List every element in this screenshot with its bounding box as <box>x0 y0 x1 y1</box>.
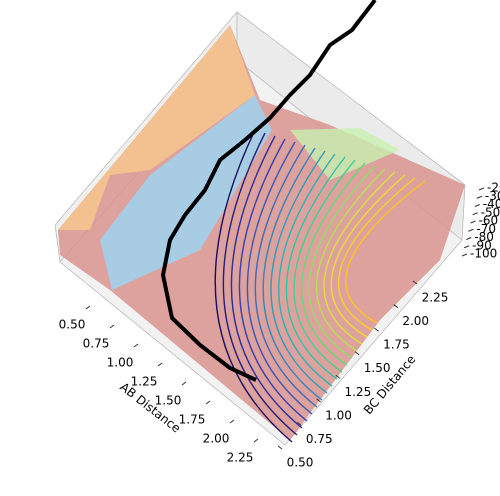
x-tick <box>157 362 163 367</box>
contour-line <box>308 165 376 359</box>
z-tick <box>474 204 480 207</box>
y-tick-label: 1.00 <box>325 408 352 422</box>
contour-line <box>230 135 303 429</box>
surface <box>58 25 465 440</box>
z-tick <box>470 220 476 224</box>
contour-line <box>214 129 293 443</box>
contour-line <box>238 138 308 422</box>
x-tick-label: 2.25 <box>227 451 254 465</box>
z-tick <box>478 187 485 191</box>
x-tick <box>181 381 187 386</box>
contour-line <box>293 159 356 373</box>
z-tick-label: -20 <box>487 181 500 195</box>
z-tick <box>463 245 470 249</box>
contour-line <box>246 141 313 415</box>
x-tick-label: 1.75 <box>179 413 206 427</box>
y-tick <box>412 280 418 285</box>
contour-line <box>262 147 323 401</box>
y-tick <box>393 304 399 308</box>
trajectory <box>160 0 377 382</box>
contour-line <box>222 132 298 436</box>
contour-line <box>300 162 366 366</box>
y-tick <box>374 327 379 332</box>
z-tick <box>461 253 468 257</box>
x-tick-label: 1.25 <box>131 375 158 389</box>
contour-line <box>330 174 406 338</box>
z-tick-label: -50 <box>481 205 500 219</box>
y-tick <box>277 445 283 450</box>
x-tick-label: 1.00 <box>107 356 134 370</box>
contour-line <box>254 144 318 408</box>
z-tick-label: -60 <box>479 214 499 228</box>
x-tick <box>229 419 235 424</box>
contour-line <box>323 171 396 345</box>
y-tick-label: 1.25 <box>344 385 371 399</box>
y-tick-label: 2.00 <box>402 314 429 328</box>
x-tick-label: 1.50 <box>155 394 182 408</box>
y-tick-label: 0.50 <box>287 456 314 470</box>
x-tick <box>85 305 91 310</box>
z-tick <box>476 195 483 199</box>
x-tick-label: 0.75 <box>83 337 110 351</box>
y-tick-label: 0.75 <box>306 432 333 446</box>
z-tick <box>466 237 472 240</box>
x-tick-label: 0.50 <box>59 318 86 332</box>
contour-line <box>315 168 386 352</box>
z-tick-label: -80 <box>474 230 494 244</box>
z-tick-label: -40 <box>483 197 500 211</box>
z-tick <box>468 228 474 232</box>
contour-line <box>345 180 426 324</box>
x-tick-label: 2.00 <box>203 432 230 446</box>
y-tick <box>335 374 341 379</box>
contour-line <box>278 153 336 387</box>
z-tick <box>472 212 478 216</box>
x-tick <box>133 343 139 348</box>
x-tick <box>109 324 115 329</box>
y-tick-label: 2.25 <box>422 291 449 305</box>
contour-line <box>337 177 416 331</box>
z-tick-label: -100 <box>470 247 497 261</box>
contour-line <box>285 156 346 380</box>
y-tick <box>316 398 321 403</box>
z-tick-label: -70 <box>476 222 496 236</box>
y-tick <box>354 351 360 356</box>
z-tick-label: -90 <box>472 238 492 252</box>
contours <box>214 129 426 443</box>
y-tick <box>296 422 302 426</box>
x-tick <box>205 400 211 405</box>
y-tick-label: 1.75 <box>383 338 410 352</box>
y-tick-label: 1.50 <box>364 361 391 375</box>
z-tick-label: -30 <box>485 189 500 203</box>
x-tick <box>253 438 259 443</box>
contour-line <box>270 150 328 394</box>
